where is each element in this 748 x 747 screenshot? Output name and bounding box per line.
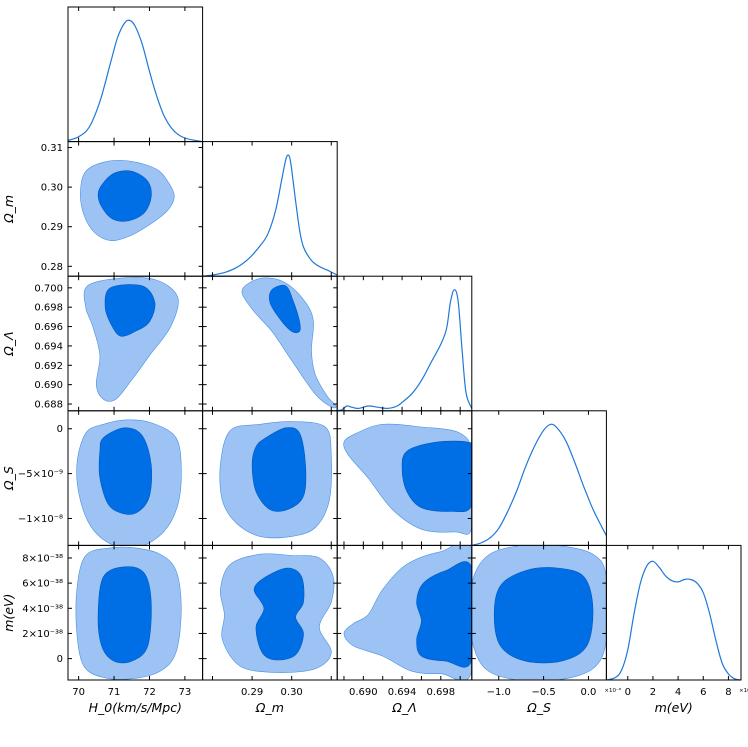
panel-H0-OS (67, 410, 204, 546)
x-tick-label: 0 (625, 687, 631, 698)
contour-68-H0-m (97, 566, 152, 664)
panel-frame (202, 141, 338, 277)
panel-OL-OS (336, 410, 473, 546)
contour-68-H0-OL (104, 284, 156, 337)
x-tick-label: 0.690 (349, 687, 378, 698)
x-tick-label: 70 (72, 687, 85, 698)
marginal-m-curve (606, 560, 742, 681)
x-axis-label-OS: Ω_S (526, 700, 551, 715)
panel-H0-m (67, 544, 204, 681)
y-axis-label-OL: Ω_Λ (1, 331, 16, 356)
x-axis-label-H0: H_0(km/s/Mpc) (89, 700, 182, 715)
y-tick-label: 0.29 (41, 222, 63, 233)
x-tick-label: 72 (143, 687, 156, 698)
x-tick-label: −0.5 (531, 687, 555, 698)
y-tick-label: 0.700 (34, 283, 63, 294)
panel-Om-Om (202, 141, 338, 277)
y-tick-label: 8×10⁻³⁸ (22, 553, 63, 564)
y-tick-label: 0.692 (34, 361, 63, 372)
x-tick-label: 71 (108, 687, 121, 698)
y-tick-label: −1×10⁻⁸ (18, 514, 63, 525)
y-tick-label: 6×10⁻³⁸ (22, 579, 63, 590)
contour-68-OL-m (416, 561, 472, 668)
contour-68-H0-Om (97, 170, 152, 222)
y-tick-label: 0.31 (41, 143, 63, 154)
x-tick-label: −1.0 (487, 687, 511, 698)
marginal-OS-curve (471, 423, 607, 546)
contour-68-Om-m (253, 567, 305, 661)
panel-Om-OL (202, 275, 338, 412)
y-tick-label: 0.30 (41, 183, 63, 194)
y-axis-label-m: m(eV) (1, 594, 16, 632)
contour-95-Om-OL (241, 277, 337, 409)
x-axis-label-m: m(eV) (655, 700, 693, 715)
x-tick-label: 8 (725, 687, 731, 698)
x-tick-label: 4 (675, 687, 681, 698)
x-axis-exponent: ×10⁻³⁸ (739, 687, 748, 694)
y-tick-label: 0 (57, 424, 63, 435)
panel-OS-m (471, 544, 607, 681)
panel-m-m (605, 544, 742, 681)
x-tick-label: 6 (700, 687, 706, 698)
panel-frame (471, 410, 607, 546)
x-tick-label: 0.29 (241, 687, 263, 698)
y-tick-label: 0.28 (41, 262, 63, 273)
y-tick-label: 0.690 (34, 380, 63, 391)
panel-Om-OS (202, 410, 338, 546)
y-tick-label: 0 (57, 654, 63, 665)
contour-68-OS-m (493, 567, 594, 664)
x-tick-label: 73 (179, 687, 192, 698)
contour-68-OL-OS (401, 440, 472, 513)
y-axis-label-OS: Ω_S (1, 466, 16, 491)
y-axis-label-Om: Ω_m (1, 195, 16, 224)
panel-H0-Om (67, 141, 204, 277)
x-tick-label: 2 (650, 687, 656, 698)
x-tick-label: 0.30 (281, 687, 303, 698)
y-tick-label: 4×10⁻³⁸ (22, 604, 63, 615)
x-axis-label-Om: Ω_m (255, 700, 284, 715)
panel-OL-m (336, 544, 473, 681)
y-tick-label: 2×10⁻³⁸ (22, 629, 63, 640)
marginal-Om-curve (202, 154, 338, 277)
marginal-OL-curve (337, 289, 472, 411)
y-tick-label: 0.698 (34, 303, 63, 314)
x-axis-label-OL: Ω_Λ (391, 700, 416, 715)
contour-68-Om-OS (251, 427, 307, 512)
panel-Om-m (202, 544, 338, 681)
panel-H0-OL (67, 275, 204, 412)
y-tick-label: 0.688 (34, 400, 63, 411)
y-tick-label: −5×10⁻⁹ (18, 469, 63, 480)
panel-OL-OL (336, 275, 473, 412)
y-tick-label: 0.694 (34, 341, 63, 352)
marginal-H0-curve (68, 19, 203, 142)
y-tick-label: 0.696 (34, 322, 63, 333)
contour-68-Om-OL (268, 284, 301, 334)
contour-68-H0-OS (98, 427, 153, 515)
x-tick-label: 0.0 (581, 687, 597, 698)
panel-OS-OS (471, 410, 607, 546)
x-axis-exponent: ×10⁻⁸ (604, 687, 622, 694)
panel-frame (605, 544, 742, 681)
x-tick-label: 0.698 (426, 687, 455, 698)
x-tick-label: 0.694 (388, 687, 417, 698)
panel-H0-H0 (67, 6, 204, 143)
